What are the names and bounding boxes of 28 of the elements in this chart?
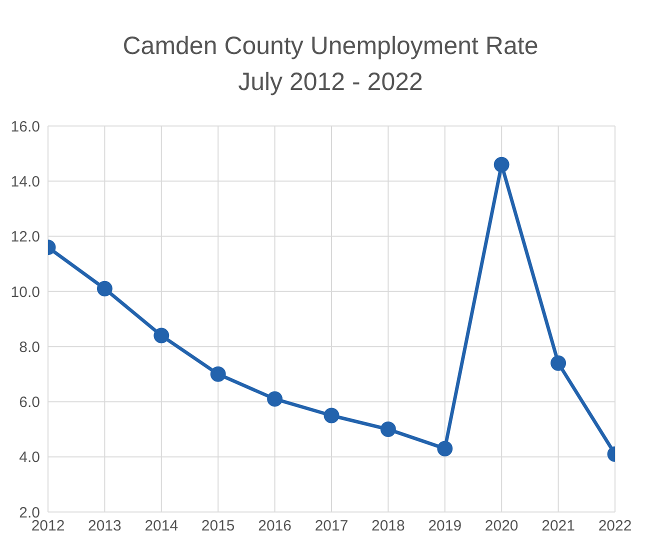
y-tick-label: 4.0: [19, 449, 40, 466]
y-tick-label: 14.0: [10, 173, 40, 190]
y-tick-label: 8.0: [19, 338, 40, 356]
y-tick-label: 10.0: [10, 284, 40, 301]
x-tick-label: 2021: [542, 518, 575, 535]
x-tick-label: 2015: [201, 518, 235, 535]
x-tick-label: 2018: [372, 518, 405, 535]
point: [437, 440, 453, 456]
y-tick-label: 6.0: [19, 394, 40, 412]
x-tick-label: 2016: [258, 518, 292, 535]
point: [494, 156, 510, 172]
point: [210, 366, 226, 382]
x-tick-label: 2019: [428, 518, 462, 535]
point: [380, 422, 396, 438]
point: [154, 328, 170, 344]
x-tick-label: 2013: [88, 518, 122, 535]
x-tick-label: 2020: [484, 518, 518, 535]
point: [550, 355, 566, 371]
x-tick-label: 2022: [598, 518, 632, 535]
y-tick-label: 16.0: [10, 118, 40, 136]
y-tick-label: 12.0: [10, 228, 40, 246]
x-tick-label: 2014: [144, 518, 178, 535]
point: [96, 280, 112, 296]
chart-title: Camden County Unemployment Rate: [122, 31, 540, 62]
point: [267, 391, 283, 407]
chart-subtitle: July 2012 - 2022: [237, 67, 424, 98]
x-tick-label: 2017: [314, 518, 348, 535]
point: [324, 408, 340, 424]
